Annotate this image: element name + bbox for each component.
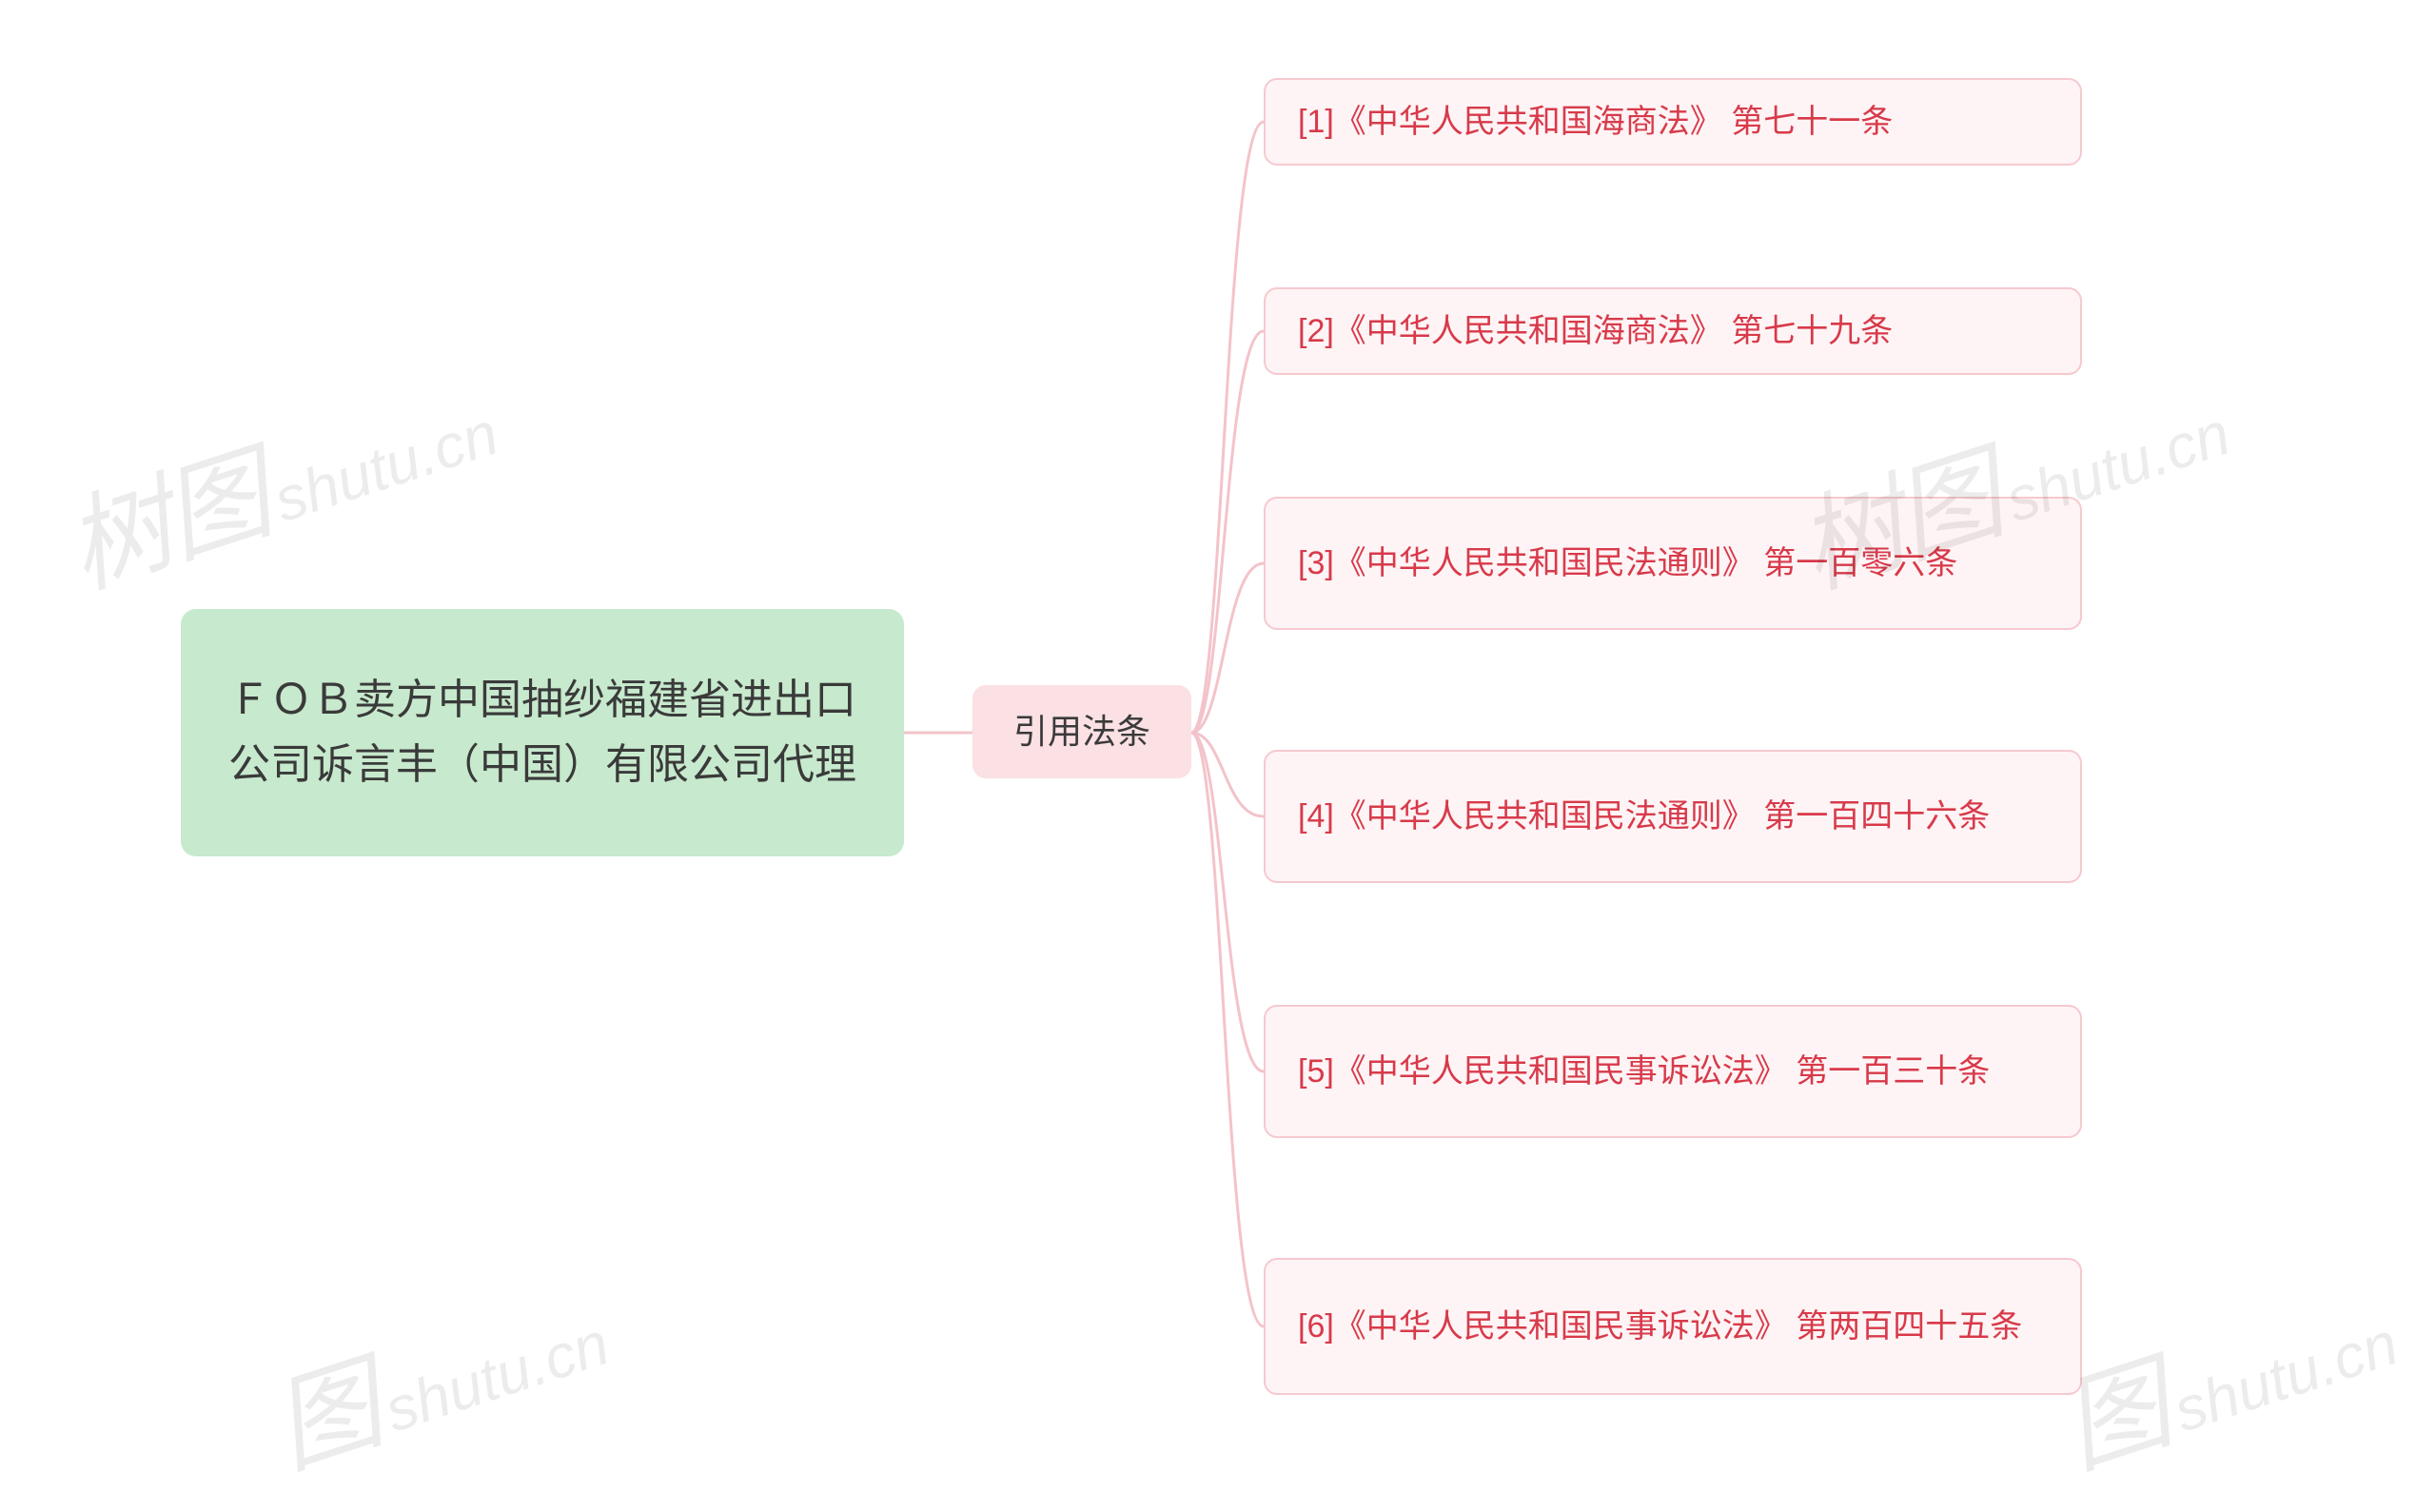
mindmap-canvas: ＦＯＢ卖方中国抽纱福建省进出口公司诉言丰（中国）有限公司代理 引用法条 [1]《…	[0, 0, 2436, 1512]
watermark: 图shutu.cn	[251, 1246, 622, 1496]
leaf-node-2[interactable]: [2]《中华人民共和国海商法》 第七十九条	[1264, 287, 2082, 375]
leaf-node-text: [5]《中华人民共和国民事诉讼法》 第一百三十条	[1298, 1048, 1990, 1096]
leaf-node-3[interactable]: [3]《中华人民共和国民法通则》 第一百零六条	[1264, 497, 2082, 630]
sub-node-text: 引用法条	[1013, 706, 1150, 757]
leaf-node-4[interactable]: [4]《中华人民共和国民法通则》 第一百四十六条	[1264, 750, 2082, 883]
leaf-node-5[interactable]: [5]《中华人民共和国民事诉讼法》 第一百三十条	[1264, 1005, 2082, 1138]
watermark: 树图shutu.cn	[45, 335, 512, 617]
root-node-text: ＦＯＢ卖方中国抽纱福建省进出口公司诉言丰（中国）有限公司代理	[219, 668, 866, 797]
leaf-node-text: [4]《中华人民共和国民法通则》 第一百四十六条	[1298, 793, 1990, 841]
watermark: 图shutu.cn	[2040, 1246, 2411, 1496]
leaf-node-text: [6]《中华人民共和国民事诉讼法》 第两百四十五条	[1298, 1303, 2022, 1351]
sub-node-citations[interactable]: 引用法条	[972, 685, 1191, 778]
leaf-node-text: [2]《中华人民共和国海商法》 第七十九条	[1298, 307, 1893, 356]
leaf-node-6[interactable]: [6]《中华人民共和国民事诉讼法》 第两百四十五条	[1264, 1258, 2082, 1395]
leaf-node-text: [1]《中华人民共和国海商法》 第七十一条	[1298, 98, 1893, 147]
leaf-node-text: [3]《中华人民共和国民法通则》 第一百零六条	[1298, 540, 1957, 588]
root-node[interactable]: ＦＯＢ卖方中国抽纱福建省进出口公司诉言丰（中国）有限公司代理	[181, 609, 904, 856]
leaf-node-1[interactable]: [1]《中华人民共和国海商法》 第七十一条	[1264, 78, 2082, 166]
